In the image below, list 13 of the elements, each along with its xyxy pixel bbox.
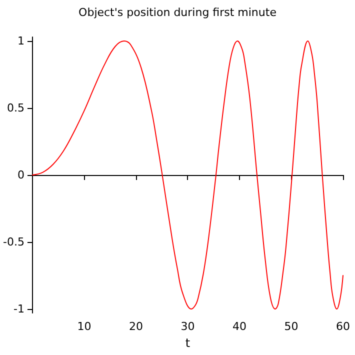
x-tick-label: 20 (128, 320, 143, 333)
y-tick-label: 1 (17, 34, 24, 48)
x-axis-title: t (185, 336, 190, 350)
x-tick-label: 50 (284, 320, 298, 333)
y-tick-label: -0.5 (2, 235, 24, 248)
y-tick-label: 0.5 (6, 102, 24, 115)
y-tick-label: -1 (13, 302, 24, 316)
x-tick-label: 10 (77, 320, 92, 333)
x-tick-label: 30 (180, 320, 195, 333)
y-tick-label: 0 (17, 168, 24, 182)
x-tick-label: 40 (232, 320, 246, 333)
chart-title: Object's position during first minute (78, 6, 277, 19)
x-tick-label: 60 (336, 320, 350, 333)
